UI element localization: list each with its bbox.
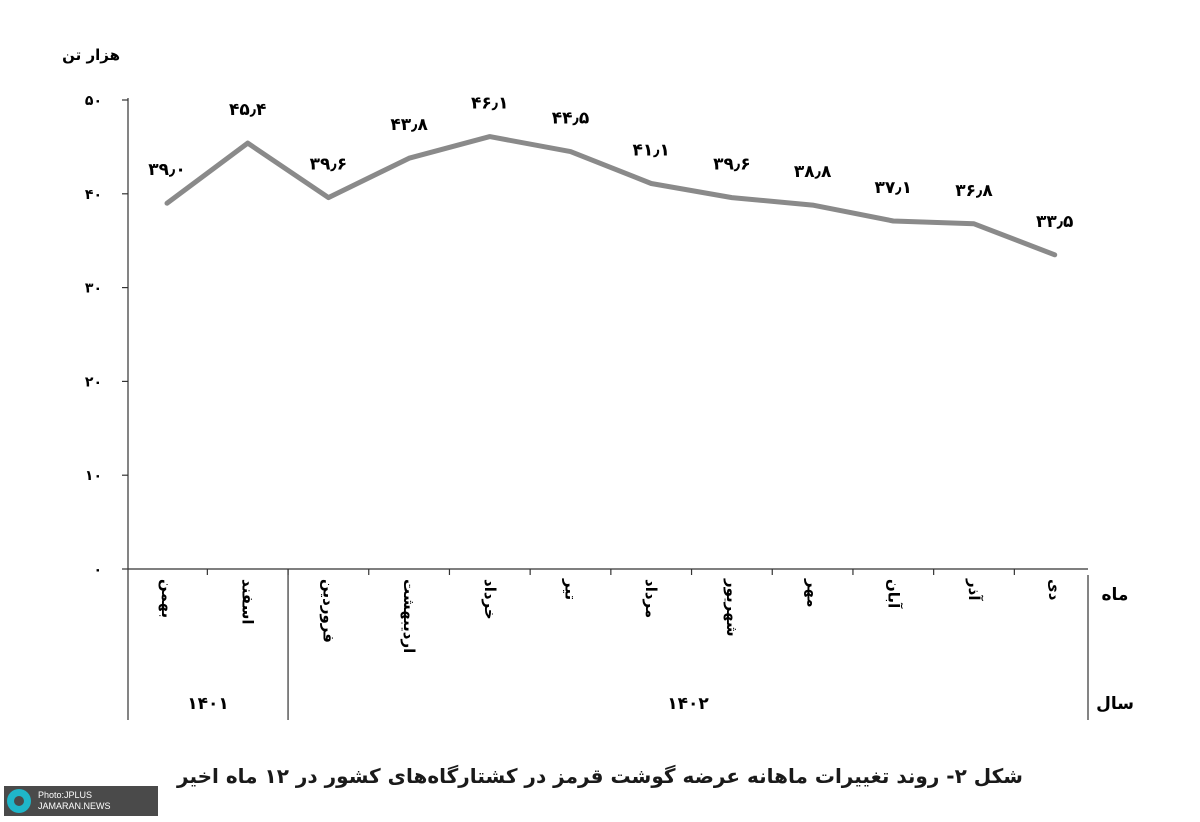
y-tick-label: ۰ [93, 562, 102, 578]
month-labels: بهمن اسفند فروردین اردیبهشت خرداد تیر مرداد شهر… [158, 578, 1064, 653]
month-label: بهمن [158, 579, 176, 618]
data-label: ۳۳٫۵ [1036, 212, 1073, 232]
month-label: اسفند [239, 579, 257, 624]
month-label: خرداد [481, 579, 499, 620]
month-label: مرداد [642, 579, 660, 618]
month-label: شهریور [723, 578, 741, 637]
data-label: ۳۸٫۸ [794, 162, 832, 182]
year-label: ۱۴۰۲ [667, 694, 709, 714]
y-tick-label: ۴۰ [85, 187, 102, 203]
y-tick-label: ۳۰ [85, 281, 102, 297]
watermark-badge: Photo:JPLUS JAMARAN.NEWS [4, 786, 158, 816]
month-label: آبان [884, 579, 902, 609]
data-label: ۴۵٫۴ [229, 100, 266, 120]
y-tick-label: ۲۰ [85, 374, 102, 390]
data-labels: ۳۹٫۰ ۴۵٫۴ ۳۹٫۶ ۴۳٫۸ ۴۶٫۱ ۴۴٫۵ ۴۱٫۱ ۳۹٫۶ ۳۸٫۸ ۳۷٫۱… [148, 94, 1073, 232]
watermark-line1: Photo:JPLUS [38, 790, 93, 800]
month-label: مهر [804, 578, 822, 608]
y-axis: ۰ ۱۰ ۲۰ ۳۰ ۴۰ ۵۰ [85, 93, 129, 720]
data-label: ۳۹٫۰ [148, 160, 185, 180]
data-label: ۴۶٫۱ [471, 94, 508, 114]
line-chart: هزار تن ۰ ۱۰ ۲۰ ۳۰ ۴۰ ۵۰ ۳۹٫۰ ۴۵٫۴ ۳۹٫۶ ۴۳٫۸ ۴۶٫۱… [62, 46, 1134, 720]
data-label: ۴۱٫۱ [632, 140, 669, 160]
y-unit-label: هزار تن [62, 46, 120, 64]
row-label-month: ماه [1102, 585, 1129, 605]
data-label: ۳۷٫۱ [875, 178, 912, 198]
month-label: آذر [965, 578, 983, 601]
data-label: ۳۶٫۸ [955, 181, 993, 201]
y-tick-label: ۱۰ [85, 468, 102, 484]
data-label: ۳۹٫۶ [310, 155, 347, 175]
jplus-logo-icon [4, 786, 34, 816]
month-label: فروردین [319, 579, 337, 643]
year-label: ۱۴۰۱ [187, 694, 229, 714]
x-axis [128, 568, 1089, 720]
series-line-group [164, 134, 1058, 258]
watermark-line2: JAMARAN.NEWS [38, 801, 111, 811]
month-label: اردیبهشت [400, 579, 418, 653]
y-tick-label: ۵۰ [85, 93, 102, 109]
data-label: ۳۹٫۶ [713, 155, 750, 175]
year-labels: ۱۴۰۱ ۱۴۰۲ [187, 694, 709, 714]
data-label: ۴۳٫۸ [390, 115, 428, 135]
data-label: ۴۴٫۵ [552, 109, 589, 129]
row-label-year: سال [1096, 694, 1134, 714]
figure-caption: شکل ۲- روند تغییرات ماهانه عرضه گوشت قرم… [177, 764, 1023, 788]
month-label: تیر [562, 578, 580, 600]
month-label: دی [1046, 579, 1064, 601]
series-line [164, 134, 1058, 258]
